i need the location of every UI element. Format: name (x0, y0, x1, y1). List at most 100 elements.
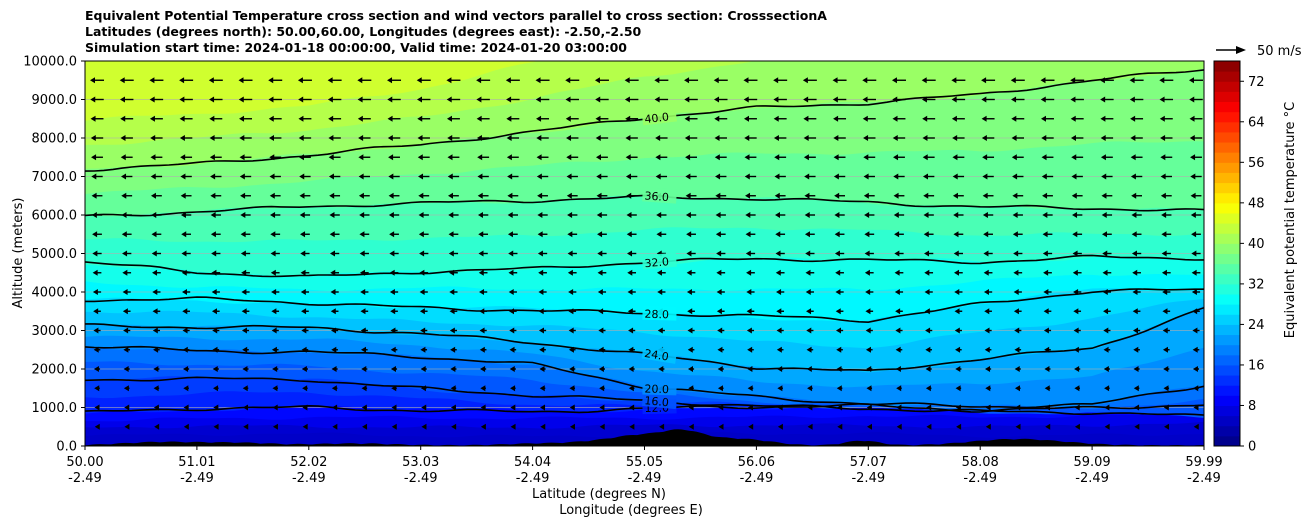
wind-vector-head (1161, 269, 1167, 276)
wind-vector-head (1103, 346, 1109, 353)
wind-vector-head (896, 404, 902, 411)
colorbar-band (1214, 162, 1240, 173)
wind-vector-head (1131, 250, 1137, 257)
wind-vector-head (179, 77, 185, 84)
wind-vector-head (925, 385, 931, 392)
wind-vector-head (953, 231, 959, 238)
wind-vector-head (537, 192, 543, 199)
wind-vector-head (90, 135, 96, 141)
wind-vector-head (509, 366, 515, 372)
wind-vector-head (153, 385, 159, 392)
wind-vector-head (956, 423, 962, 430)
x-tick-label-longitude: -2.49 (1187, 471, 1221, 486)
wind-vector-head (92, 231, 98, 238)
wind-vector-head (213, 404, 219, 411)
wind-vector-head (1130, 173, 1136, 180)
colorbar-band (1214, 71, 1240, 82)
colorbar-band (1214, 273, 1240, 285)
wind-vector-head (124, 404, 130, 411)
wind-vector-head (805, 250, 811, 257)
wind-vector-head (121, 192, 127, 199)
wind-vector-head (300, 231, 306, 238)
wind-vector-head (508, 250, 514, 257)
wind-vector-head (655, 135, 661, 141)
wind-vector-head (357, 77, 363, 84)
wind-vector-head (93, 346, 99, 353)
wind-vector-head (747, 346, 753, 353)
wind-vector-head (566, 135, 572, 141)
wind-vector-head (624, 77, 630, 84)
wind-vector-head (567, 212, 573, 218)
colorbar-band (1214, 233, 1240, 244)
wind-vector-head (746, 289, 752, 295)
wind-vector-head (626, 231, 632, 238)
wind-vector-head (418, 212, 424, 218)
wind-vector-head (1043, 269, 1049, 276)
wind-vector-head (538, 327, 544, 334)
wind-vector-head (1044, 404, 1050, 411)
wind-vector-head (803, 96, 809, 103)
wind-vector-head (656, 231, 662, 238)
wind-vector-head (421, 404, 427, 411)
wind-vector-head (865, 308, 871, 315)
wind-vector-head (1070, 135, 1076, 141)
wind-vector-head (776, 327, 782, 334)
wind-vector-head (1192, 366, 1198, 372)
wind-vector-head (480, 404, 486, 411)
wind-vector-head (862, 77, 868, 84)
wind-vector-head (477, 212, 483, 218)
wind-vector-head (568, 327, 574, 334)
wind-vector-head (896, 385, 902, 392)
wind-vector-head (597, 250, 603, 257)
quiver-key-label: 50 m/s (1257, 44, 1302, 59)
wind-vector-head (1129, 96, 1135, 103)
contour-label: 20.0 (644, 383, 669, 397)
wind-vector-head (835, 327, 841, 334)
wind-vector-head (1012, 231, 1018, 238)
wind-vector-head (1042, 250, 1048, 257)
wind-vector-head (1162, 327, 1168, 334)
wind-vector-head (271, 289, 277, 295)
wind-vector-head (270, 250, 276, 257)
wind-vector-head (389, 269, 395, 276)
wind-vector-head (329, 231, 335, 238)
wind-vector-head (180, 212, 186, 218)
wind-vector-head (91, 154, 97, 161)
wind-vector-head (1104, 385, 1110, 392)
colorbar-band (1214, 334, 1240, 346)
wind-vector-head (684, 115, 690, 122)
colorbar-tick-label: 64 (1248, 115, 1265, 130)
wind-vector-head (717, 385, 723, 392)
wind-vector-head (1101, 212, 1107, 218)
wind-vector-head (866, 366, 872, 372)
wind-vector-head (1160, 192, 1166, 199)
colorbar-band (1214, 304, 1240, 315)
wind-vector-head (597, 231, 603, 238)
wind-vector-head (1012, 192, 1018, 199)
wind-vector-head (1100, 115, 1106, 122)
wind-vector-head (91, 192, 97, 199)
wind-vectors (90, 77, 1203, 430)
colorbar-band (1214, 172, 1240, 184)
wind-vector-head (1131, 192, 1137, 199)
wind-vector-head (686, 289, 692, 295)
wind-vector-head (212, 346, 218, 353)
wind-vector-head (421, 423, 427, 430)
wind-vector-head (688, 404, 694, 411)
wind-vector-head (241, 289, 247, 295)
wind-vector-head (1011, 154, 1017, 161)
wind-vector-head (836, 346, 842, 353)
title-line-1: Equivalent Potential Temperature cross s… (85, 8, 827, 23)
wind-vector-head (272, 404, 278, 411)
wind-vector-head (476, 135, 482, 141)
wind-vector-head (330, 289, 336, 295)
wind-vector-head (985, 366, 991, 372)
wind-vector-head (895, 308, 901, 315)
wind-vector-head (509, 327, 515, 334)
wind-vector-head (1133, 385, 1139, 392)
colorbar-band (1214, 152, 1240, 163)
wind-vector-head (240, 250, 246, 257)
wind-vector-head (925, 346, 931, 353)
contour-label-background (642, 305, 677, 321)
wind-vector-head (984, 346, 990, 353)
